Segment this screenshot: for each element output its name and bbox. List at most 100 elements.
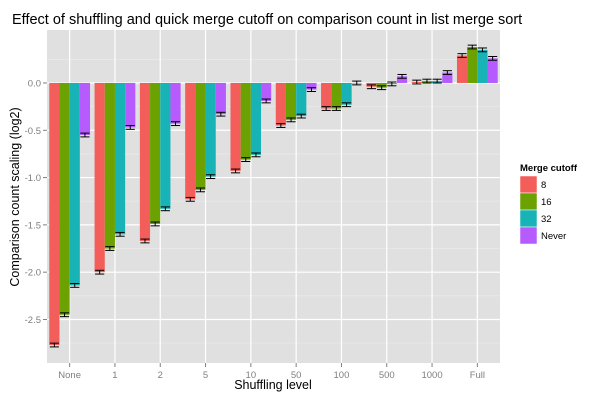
error-bar	[185, 196, 195, 202]
bar-Never-5	[215, 82, 226, 115]
legend: Merge cutoff 8 16 32 Never	[519, 163, 578, 245]
error-bar	[49, 342, 59, 348]
y-axis-label: Comparison count scaling (log2)	[8, 107, 22, 286]
error-bar	[140, 238, 150, 244]
bar-16-100	[331, 82, 342, 109]
x-tick-label: 1	[112, 370, 117, 381]
legend-key-32	[519, 209, 538, 228]
y-tick-label: -2.5	[25, 315, 41, 326]
bar-8-Full	[456, 55, 468, 83]
error-bar	[306, 87, 317, 92]
bar-Never-50	[306, 82, 317, 90]
error-bar	[261, 98, 271, 104]
error-bar	[366, 84, 377, 90]
error-bar	[241, 157, 251, 162]
error-bar	[160, 206, 170, 212]
bar-16-None	[59, 82, 70, 315]
bar-8-5	[185, 82, 196, 200]
bar-Never-1	[125, 82, 136, 128]
bar-Never-1000	[442, 72, 453, 83]
bar-8-10	[230, 82, 241, 171]
legend-key-Never	[519, 226, 538, 245]
error-bar	[251, 152, 261, 158]
error-bar	[422, 78, 432, 84]
error-bar	[412, 79, 422, 85]
y-tick-label: -1.0	[25, 173, 41, 184]
chart-title: Effect of shuffling and quick merge cuto…	[12, 12, 522, 28]
error-bar	[387, 81, 397, 87]
y-tick-label: -0.5	[25, 126, 41, 137]
error-bar	[457, 53, 467, 58]
legend-title: Merge cutoff	[520, 163, 578, 174]
error-bar	[216, 111, 226, 117]
error-bar	[352, 80, 362, 86]
error-bar	[80, 132, 90, 138]
x-tick-label: 100	[334, 370, 350, 381]
error-bar	[115, 231, 125, 237]
y-tick-label: -1.5	[25, 220, 41, 231]
bar-16-10	[240, 82, 251, 160]
error-bar	[70, 283, 80, 288]
x-tick-label: 50	[291, 370, 302, 381]
x-tick-label: None	[58, 370, 81, 381]
x-tick-label: 5	[203, 370, 208, 381]
error-bar	[442, 70, 452, 75]
error-bar	[397, 73, 407, 79]
x-tick-label: 500	[379, 370, 395, 381]
error-bar	[105, 246, 115, 251]
bar-8-50	[275, 82, 286, 126]
error-bar	[467, 44, 477, 50]
bar-Never-2	[170, 82, 181, 124]
error-bar	[195, 187, 206, 193]
bar-8-2	[139, 82, 151, 241]
error-bar	[95, 269, 105, 275]
bar-32-50	[296, 82, 307, 117]
x-tick-label: 2	[158, 370, 163, 381]
legend-key-16	[519, 192, 538, 211]
y-tick-label: 0.0	[28, 78, 41, 89]
x-axis-label: Shuffling level	[234, 378, 312, 392]
x-tick-label: 10	[246, 370, 257, 381]
bar-32-None	[69, 82, 80, 286]
bar-8-100	[321, 82, 332, 109]
bar-16-2	[150, 82, 161, 224]
x-tick-label: 1000	[421, 370, 442, 381]
bar-16-1	[104, 82, 115, 249]
error-bar	[341, 102, 352, 108]
error-bar	[477, 47, 488, 53]
error-bar	[230, 168, 241, 174]
legend-label: 8	[541, 180, 546, 191]
error-bar	[296, 113, 306, 119]
error-bar	[276, 123, 286, 128]
bar-16-5	[195, 82, 206, 190]
error-bar	[206, 174, 216, 180]
bar-8-1	[94, 82, 105, 273]
bar-Never-500	[396, 76, 408, 83]
bar-32-5	[205, 82, 216, 177]
bar-Never-Full	[487, 58, 498, 83]
error-bar	[432, 78, 442, 84]
error-bar	[321, 106, 331, 111]
bar-32-2	[160, 82, 171, 209]
error-bar	[59, 312, 70, 318]
x-tick-label: Full	[470, 370, 485, 381]
legend-label: 32	[541, 214, 552, 225]
bar-16-50	[285, 82, 297, 120]
bar-Never-10	[261, 82, 272, 101]
error-bar	[488, 55, 498, 61]
bar-8-None	[49, 82, 60, 346]
error-bar	[150, 221, 160, 227]
error-bar	[377, 85, 387, 91]
legend-label: Never	[541, 231, 566, 242]
error-bar	[125, 125, 135, 130]
legend-key-8	[519, 175, 538, 194]
error-bar	[286, 117, 296, 123]
error-bar	[170, 121, 181, 127]
error-bar	[331, 106, 341, 111]
bar-16-Full	[467, 47, 478, 83]
bar-32-10	[250, 82, 262, 155]
bar-Never-None	[79, 82, 91, 136]
y-tick-label: -2.0	[25, 268, 41, 279]
legend-label: 16	[541, 197, 552, 208]
